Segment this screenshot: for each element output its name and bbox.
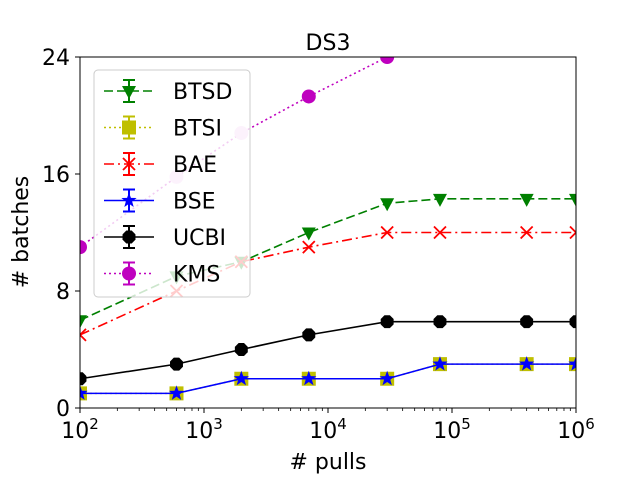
series-line-ucbi: [80, 320, 576, 380]
legend-marker-kms: [122, 266, 136, 281]
x-tick-label: 106: [557, 415, 595, 444]
data-point-bse: [568, 356, 576, 371]
y-tick-label: 8: [56, 280, 70, 305]
legend-label: UCBI: [173, 226, 226, 251]
y-tick-label: 0: [56, 397, 70, 422]
data-point-ucbi: [520, 315, 534, 329]
data-point-btsd: [80, 315, 87, 329]
y-tick-label: 24: [42, 46, 70, 71]
data-point-ucbi: [380, 315, 394, 329]
data-point-bae: [569, 225, 576, 240]
x-tick-label: 104: [309, 415, 347, 444]
data-point-bse: [80, 385, 88, 400]
data-point-bse: [233, 370, 249, 386]
series-line-bae: [80, 231, 576, 336]
legend-marker-ucbi: [122, 230, 136, 244]
data-point-ucbi: [80, 372, 87, 386]
legend-marker-bse: [121, 192, 137, 207]
data-point-ucbi: [433, 315, 447, 329]
y-axis-label: # batches: [9, 176, 34, 289]
series-ucbi: [80, 315, 576, 386]
data-point-bse: [301, 370, 317, 386]
data-point-bae: [80, 328, 87, 342]
legend-marker-btsd: [122, 86, 136, 99]
data-point-btsd: [569, 193, 576, 207]
legend-entry-btsd: BTSD: [104, 79, 232, 105]
series-bse: [80, 356, 576, 400]
data-point-btsd: [432, 193, 447, 207]
chart-title: DS3: [306, 31, 351, 56]
data-point-bse: [168, 385, 185, 400]
legend-entry-bae: BAE: [104, 152, 217, 178]
data-point-ucbi: [569, 315, 576, 329]
data-point-bae: [520, 225, 534, 240]
legend-marker-btsi: [122, 120, 136, 135]
x-axis-label: # pulls: [289, 450, 366, 475]
data-point-ucbi: [234, 343, 248, 356]
legend-label: BTSI: [173, 117, 222, 142]
data-point-kms: [80, 240, 87, 255]
data-point-kms: [301, 89, 316, 104]
data-point-bse: [379, 370, 395, 386]
x-tick-label: 105: [433, 415, 471, 444]
legend-entry-bse: BSE: [104, 188, 216, 215]
data-point-bae: [302, 240, 316, 254]
data-point-bae: [433, 225, 447, 240]
legend-entry-ucbi: UCBI: [104, 225, 226, 251]
data-point-ucbi: [170, 357, 183, 371]
x-tick-label: 102: [61, 415, 99, 444]
data-point-btsd: [301, 227, 316, 241]
data-point-bse: [519, 356, 535, 371]
y-tick-label: 16: [42, 163, 70, 188]
x-tick-label: 103: [185, 415, 223, 444]
legend-entry-kms: KMS: [104, 261, 220, 288]
series-line-bse: [80, 363, 576, 395]
data-point-kms: [380, 57, 395, 64]
data-point-btsd: [380, 198, 395, 212]
legend-label: KMS: [173, 263, 220, 288]
legend-label: BSE: [173, 190, 216, 215]
legend-label: BTSD: [173, 80, 232, 105]
data-point-bse: [432, 356, 448, 371]
data-point-ucbi: [302, 328, 316, 342]
data-point-btsd: [519, 193, 534, 207]
legend-entry-btsi: BTSI: [104, 115, 222, 142]
legend: BTSD BTSI BAE BSE UCBI KMS: [93, 69, 251, 298]
data-point-bae: [380, 225, 394, 240]
legend-label: BAE: [173, 153, 217, 178]
legend-marker-bae: [122, 157, 136, 171]
